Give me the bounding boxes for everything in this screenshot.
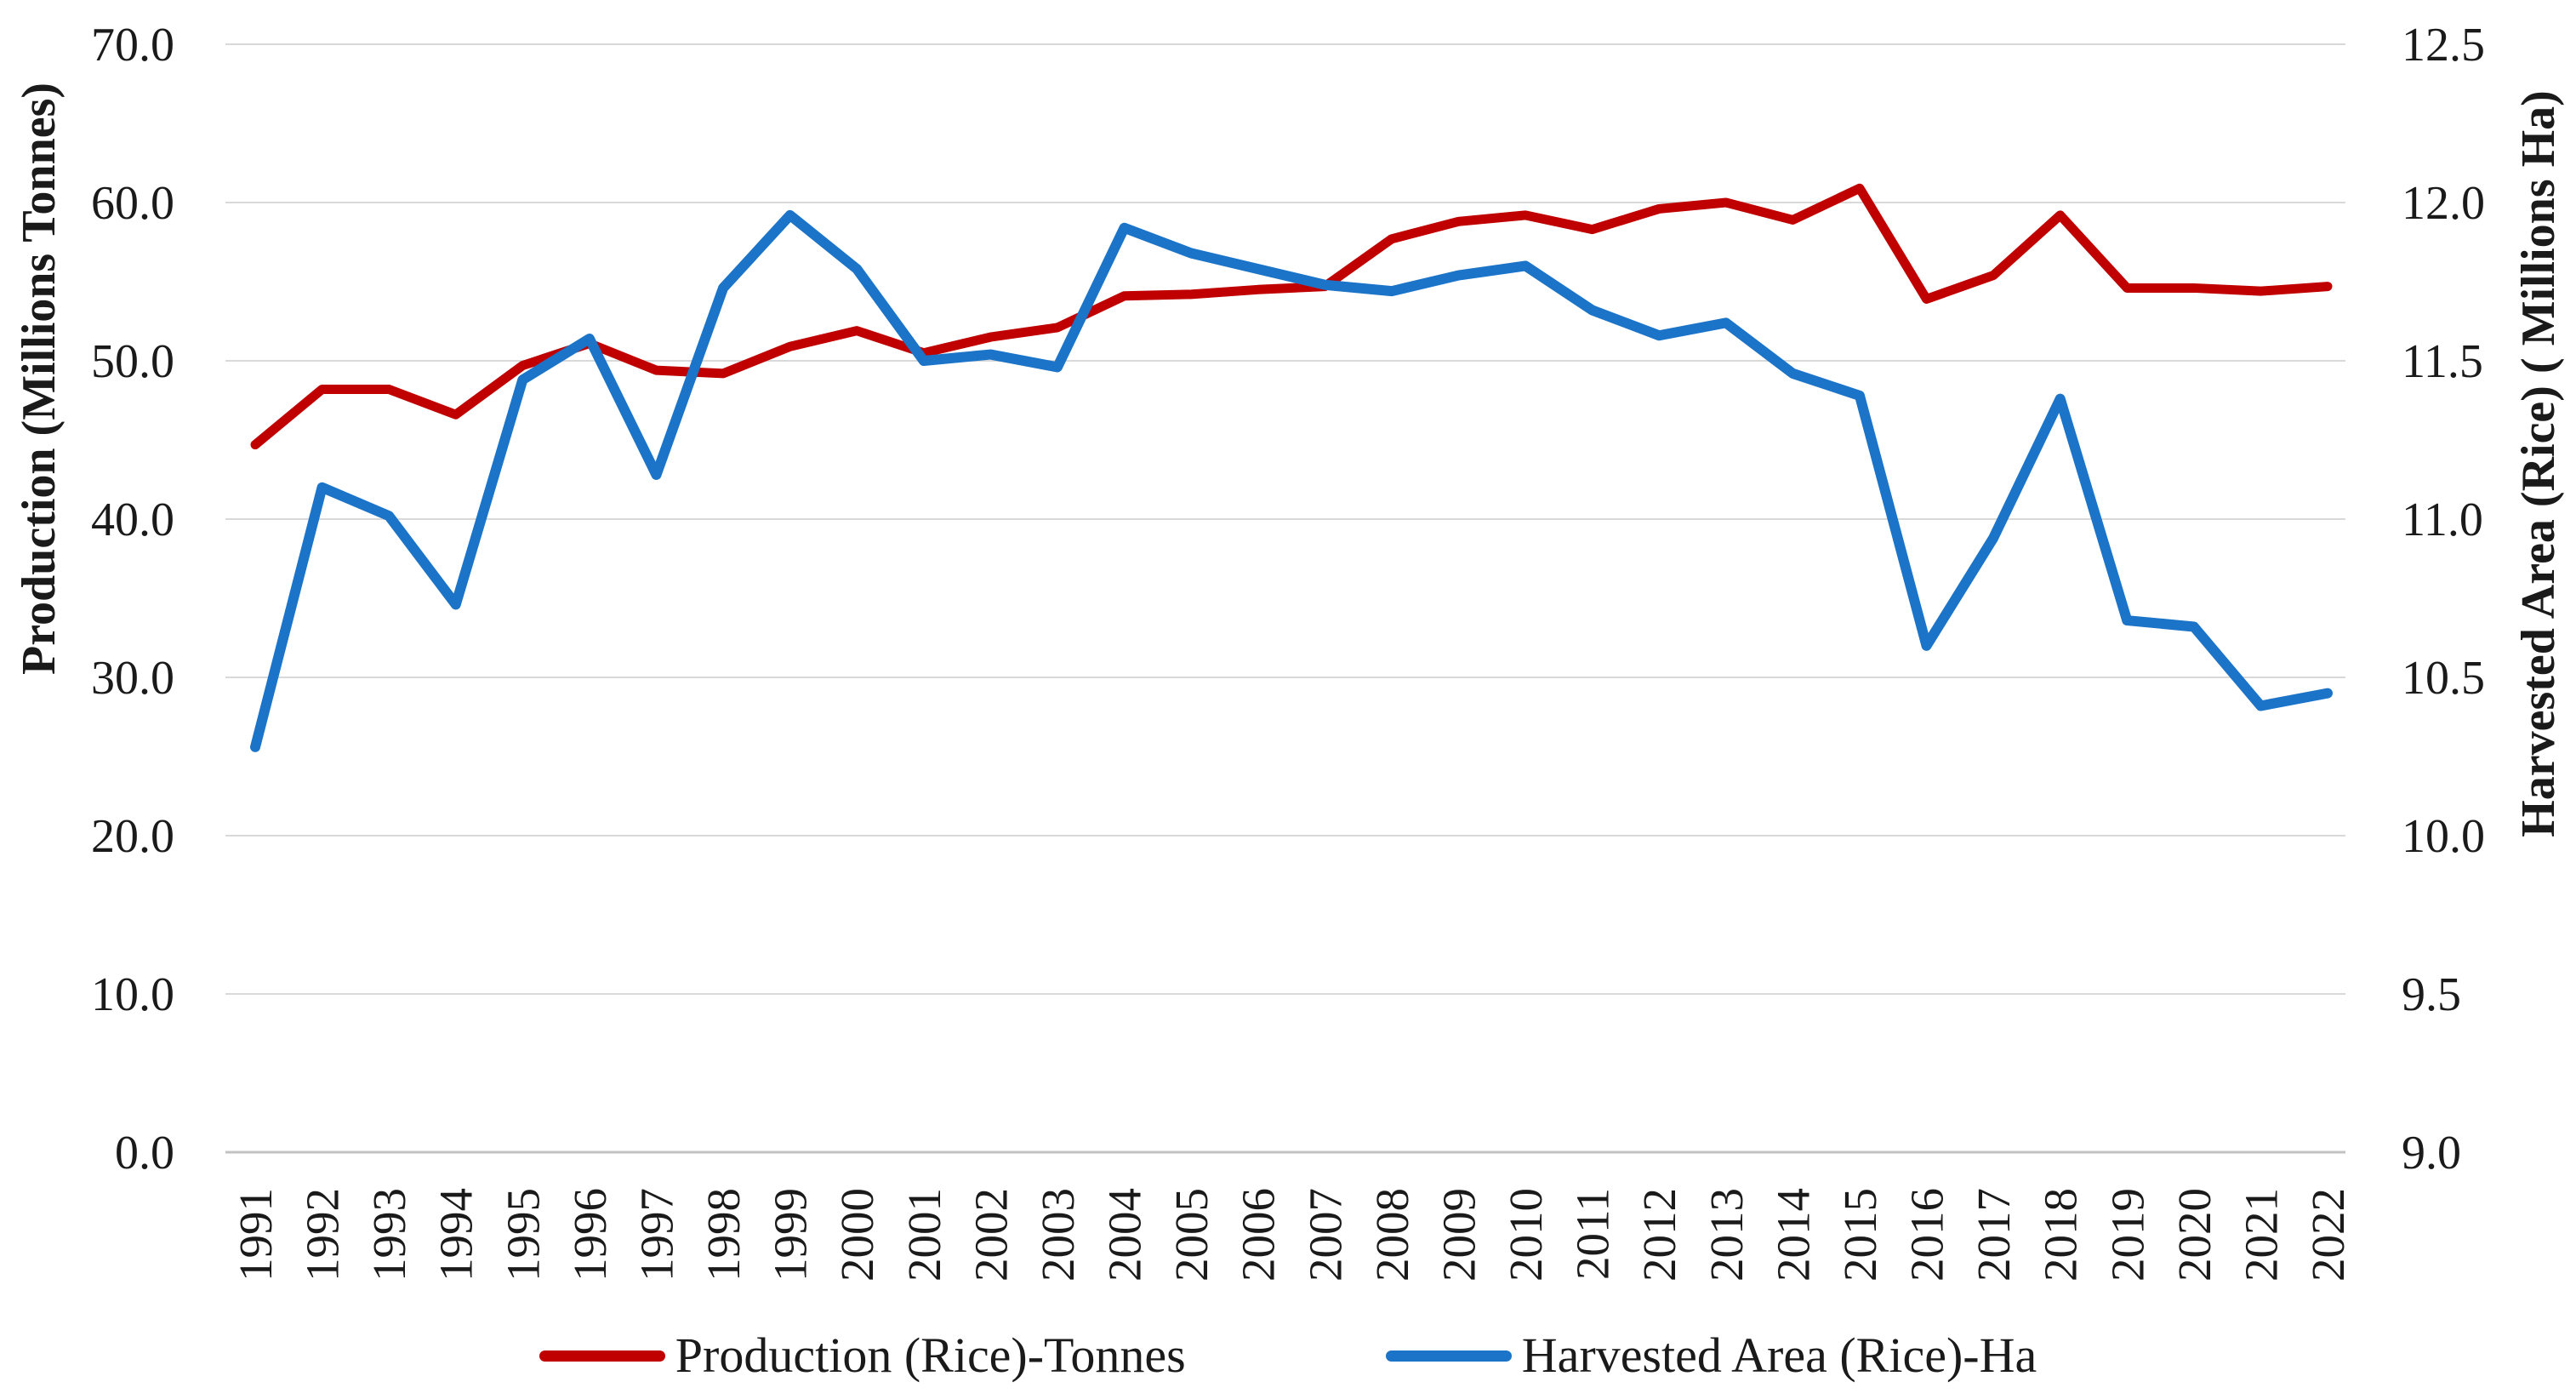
- left-tick-label: 20.0: [91, 810, 174, 863]
- right-axis-tick-labels: 12.5 12.0 11.5 11.0 10.5 10.0 9.5 9.0: [2402, 19, 2485, 1179]
- legend-item-harvested-area: Harvested Area (Rice)-Ha: [1385, 1328, 2037, 1383]
- left-tick-label: 10.0: [91, 968, 174, 1021]
- left-tick-label: 0.0: [115, 1127, 174, 1179]
- right-tick-label: 9.5: [2402, 968, 2461, 1021]
- right-tick-label: 12.5: [2402, 19, 2485, 71]
- left-axis-tick-labels: 70.0 60.0 50.0 40.0 30.0 20.0 10.0 0.0: [91, 19, 174, 1179]
- year-label: 1995: [497, 1188, 549, 1282]
- left-tick-label: 50.0: [91, 335, 174, 388]
- production-line: [250, 183, 2333, 450]
- year-label: 2002: [965, 1188, 1017, 1282]
- year-label: 2003: [1032, 1188, 1084, 1282]
- year-label: 2013: [1701, 1188, 1752, 1282]
- left-tick-label: 70.0: [91, 19, 174, 71]
- year-label: 1997: [630, 1188, 682, 1282]
- year-label: 2015: [1834, 1188, 1886, 1282]
- year-label: 2009: [1433, 1188, 1485, 1282]
- year-label: 2000: [831, 1188, 883, 1282]
- left-axis-title: Production (Millions Tonnes): [13, 83, 66, 675]
- year-label: 2008: [1366, 1188, 1418, 1282]
- year-label: 1992: [297, 1188, 349, 1282]
- left-tick-label: 30.0: [91, 652, 174, 705]
- harvested-area-line: [250, 209, 2333, 752]
- legend-item-production: Production (Rice)-Tonnes: [539, 1331, 1186, 1380]
- x-axis-year-labels: 1991 1992 1993 1994 1995 1996 1997 1998 1999 2000…: [230, 1188, 2354, 1282]
- gridlines: [225, 43, 2345, 1154]
- year-label: 1993: [363, 1188, 415, 1282]
- data-series: [250, 183, 2333, 752]
- right-tick-label: 9.0: [2402, 1127, 2461, 1179]
- year-label: 2011: [1567, 1188, 1619, 1280]
- year-label: 2001: [898, 1188, 950, 1282]
- legend-label-harvested-area: Harvested Area (Rice)-Ha: [1521, 1328, 2037, 1383]
- left-tick-label: 40.0: [91, 494, 174, 546]
- year-label: 1996: [564, 1188, 616, 1282]
- year-label: 2022: [2302, 1188, 2354, 1282]
- right-axis-title: Harvested Area (Rice) ( Millions Ha): [2512, 90, 2565, 837]
- year-label: 2004: [1099, 1188, 1151, 1282]
- year-label: 1998: [698, 1188, 749, 1282]
- right-tick-label: 10.5: [2402, 652, 2485, 705]
- year-label: 2006: [1233, 1188, 1285, 1282]
- year-label: 2014: [1767, 1188, 1819, 1282]
- right-tick-label: 10.0: [2402, 810, 2485, 863]
- harvested-area-line-swatch: [1385, 1350, 1512, 1362]
- year-label: 1999: [765, 1188, 817, 1282]
- year-label: 2012: [1633, 1188, 1685, 1282]
- right-tick-label: 12.0: [2402, 177, 2485, 230]
- year-label: 2005: [1165, 1188, 1217, 1282]
- year-label: 2017: [1968, 1188, 2020, 1282]
- legend: Production (Rice)-Tonnes Harvested Area …: [0, 1317, 2576, 1394]
- legend-label-production: Production (Rice)-Tonnes: [675, 1328, 1186, 1383]
- year-label: 2019: [2101, 1188, 2153, 1282]
- year-label: 2010: [1500, 1188, 1552, 1282]
- right-tick-label: 11.0: [2402, 494, 2483, 546]
- year-label: 2020: [2169, 1188, 2220, 1282]
- year-label: 1991: [230, 1188, 282, 1282]
- left-tick-label: 60.0: [91, 177, 174, 230]
- year-label: 2016: [1901, 1188, 1953, 1282]
- year-label: 2007: [1299, 1188, 1351, 1282]
- year-label: 1994: [430, 1188, 482, 1282]
- year-label: 2021: [2235, 1188, 2287, 1282]
- year-label: 2018: [2035, 1188, 2087, 1282]
- right-tick-label: 11.5: [2402, 335, 2483, 388]
- production-line-swatch: [539, 1350, 665, 1362]
